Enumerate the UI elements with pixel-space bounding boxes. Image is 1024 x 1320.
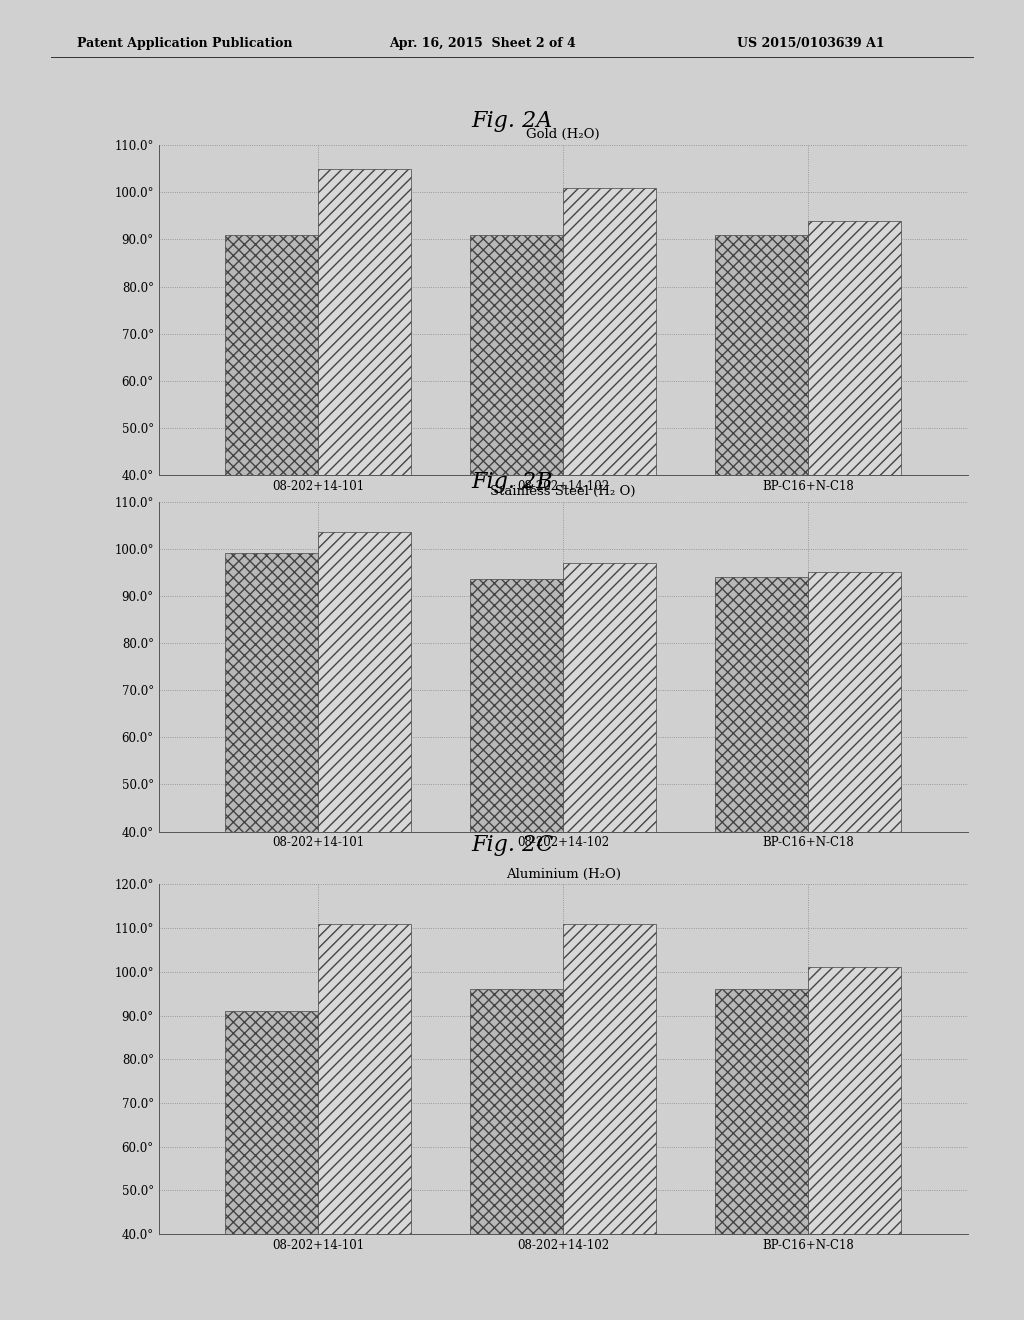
- Bar: [808, 220, 901, 475]
- Bar: [318, 924, 412, 1234]
- Bar: [563, 187, 656, 475]
- Text: Fig. 2A: Fig. 2A: [471, 111, 553, 132]
- Bar: [225, 235, 318, 475]
- Bar: [808, 573, 901, 832]
- Bar: [225, 1011, 318, 1234]
- Text: Patent Application Publication: Patent Application Publication: [77, 37, 292, 50]
- Bar: [470, 579, 563, 832]
- Bar: [225, 553, 318, 832]
- Bar: [715, 577, 808, 832]
- Text: Apr. 16, 2015  Sheet 2 of 4: Apr. 16, 2015 Sheet 2 of 4: [389, 37, 575, 50]
- Bar: [563, 924, 656, 1234]
- Bar: [318, 532, 412, 832]
- Text: Fig. 2B: Fig. 2B: [471, 471, 553, 492]
- Bar: [563, 562, 656, 832]
- Title: Gold (H₂O): Gold (H₂O): [526, 128, 600, 141]
- Text: US 2015/0103639 A1: US 2015/0103639 A1: [737, 37, 885, 50]
- Bar: [318, 169, 412, 475]
- Bar: [470, 990, 563, 1234]
- Bar: [715, 990, 808, 1234]
- Bar: [715, 235, 808, 475]
- Bar: [808, 968, 901, 1234]
- Title: Aluminium (H₂O): Aluminium (H₂O): [506, 867, 621, 880]
- Text: Fig. 2C: Fig. 2C: [471, 834, 553, 855]
- Bar: [470, 235, 563, 475]
- Title: Stainless Steel (H₂ O): Stainless Steel (H₂ O): [490, 484, 636, 498]
